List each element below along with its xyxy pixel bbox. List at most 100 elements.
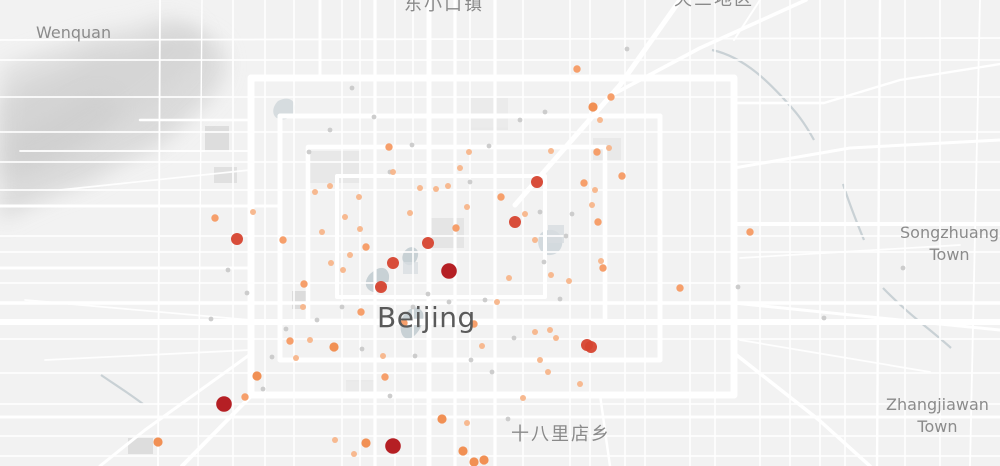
data-point-32[interactable] (356, 194, 362, 200)
gray-point-29 (468, 357, 474, 363)
data-point-73[interactable] (385, 438, 401, 454)
data-point-38[interactable] (250, 209, 256, 215)
data-point-74[interactable] (361, 438, 371, 448)
place-label-zhangjiawan: Zhangjiawan Town (886, 397, 989, 435)
data-point-42[interactable] (293, 355, 299, 361)
data-point-46[interactable] (241, 393, 249, 401)
data-point-68[interactable] (577, 381, 583, 387)
data-point-45[interactable] (252, 371, 262, 381)
data-point-39[interactable] (300, 280, 308, 288)
data-point-8[interactable] (592, 187, 598, 193)
gray-point-21 (283, 326, 289, 332)
data-point-83[interactable] (445, 183, 451, 189)
data-point-26[interactable] (407, 210, 413, 216)
data-point-23[interactable] (457, 165, 463, 171)
place-label-zhangjiawan-line1: Zhangjiawan (886, 395, 989, 414)
data-point-85[interactable] (357, 226, 363, 232)
data-point-82[interactable] (417, 185, 423, 191)
data-point-66[interactable] (537, 357, 543, 363)
data-point-15[interactable] (548, 148, 554, 154)
data-point-79[interactable] (479, 455, 489, 465)
data-point-6[interactable] (618, 172, 626, 180)
data-point-16[interactable] (532, 237, 538, 243)
data-point-41[interactable] (286, 337, 294, 345)
data-point-65[interactable] (553, 335, 559, 341)
data-point-17[interactable] (441, 263, 457, 279)
data-point-37[interactable] (211, 214, 219, 222)
data-point-60[interactable] (599, 264, 607, 272)
data-point-47[interactable] (216, 396, 232, 412)
data-point-9[interactable] (589, 202, 595, 208)
data-point-34[interactable] (312, 189, 318, 195)
data-point-48[interactable] (153, 437, 163, 447)
data-point-53[interactable] (470, 320, 478, 328)
data-point-31[interactable] (342, 214, 348, 220)
data-point-20[interactable] (375, 281, 387, 293)
data-point-49[interactable] (357, 308, 365, 316)
data-point-28[interactable] (347, 252, 353, 258)
data-point-36[interactable] (231, 233, 243, 245)
data-point-10[interactable] (594, 218, 602, 226)
data-point-58[interactable] (566, 278, 572, 284)
data-point-14[interactable] (522, 211, 528, 217)
data-point-75[interactable] (351, 451, 357, 457)
data-point-3[interactable] (597, 117, 603, 123)
data-point-43[interactable] (329, 342, 339, 352)
gray-point-25 (225, 267, 231, 273)
data-point-21[interactable] (385, 143, 393, 151)
data-point-57[interactable] (548, 272, 554, 278)
data-point-80[interactable] (464, 420, 470, 426)
data-point-22[interactable] (390, 169, 396, 175)
data-point-51[interactable] (381, 373, 389, 381)
data-point-44[interactable] (307, 337, 313, 343)
data-point-13[interactable] (497, 193, 505, 201)
gray-point-6 (327, 127, 333, 133)
data-point-78[interactable] (469, 457, 479, 466)
data-point-25[interactable] (452, 224, 460, 232)
data-point-12[interactable] (509, 216, 521, 228)
data-point-5[interactable] (593, 148, 601, 156)
gray-point-11 (537, 209, 543, 215)
data-point-35[interactable] (279, 236, 287, 244)
data-point-11[interactable] (531, 176, 543, 188)
data-point-50[interactable] (380, 353, 386, 359)
data-point-64[interactable] (547, 327, 553, 333)
data-point-86[interactable] (319, 229, 325, 235)
data-point-81[interactable] (433, 186, 439, 192)
data-point-52[interactable] (400, 319, 408, 327)
gray-point-13 (541, 259, 547, 265)
data-point-0[interactable] (573, 65, 581, 73)
data-point-71[interactable] (585, 341, 597, 353)
gray-point-27 (359, 346, 365, 352)
data-point-72[interactable] (437, 414, 447, 424)
data-point-7[interactable] (580, 179, 588, 187)
data-point-30[interactable] (328, 260, 334, 266)
data-point-55[interactable] (494, 299, 500, 305)
data-point-4[interactable] (606, 145, 612, 151)
data-point-33[interactable] (327, 183, 333, 189)
data-point-27[interactable] (362, 243, 370, 251)
data-point-77[interactable] (458, 446, 468, 456)
data-point-24[interactable] (464, 204, 470, 210)
data-point-19[interactable] (387, 257, 399, 269)
data-point-76[interactable] (332, 437, 338, 443)
place-label-tiansanzhou: 天三地区 (674, 0, 754, 9)
gray-point-31 (511, 335, 517, 341)
data-point-54[interactable] (479, 343, 485, 349)
data-point-67[interactable] (545, 369, 551, 375)
data-point-18[interactable] (422, 237, 434, 249)
data-point-63[interactable] (532, 329, 538, 335)
data-point-1[interactable] (588, 102, 598, 112)
gray-point-30 (489, 369, 495, 375)
data-point-2[interactable] (607, 93, 615, 101)
data-point-40[interactable] (300, 304, 306, 310)
place-label-shibalidian: 十八里店乡 (511, 424, 611, 445)
data-point-61[interactable] (676, 284, 684, 292)
data-point-56[interactable] (506, 275, 512, 281)
data-point-69[interactable] (520, 395, 526, 401)
data-point-62[interactable] (746, 228, 754, 236)
data-point-29[interactable] (340, 267, 346, 273)
data-point-59[interactable] (598, 258, 604, 264)
data-point-84[interactable] (466, 149, 472, 155)
